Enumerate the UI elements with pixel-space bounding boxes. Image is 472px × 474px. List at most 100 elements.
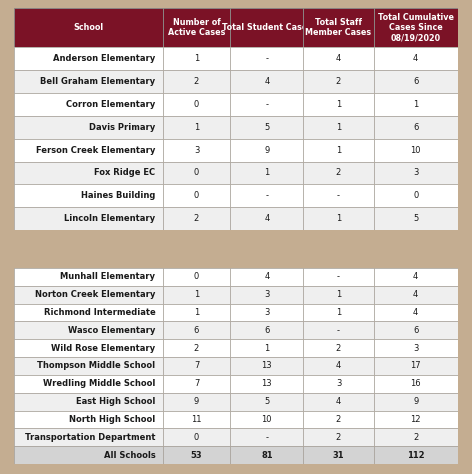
- Text: Anderson Elementary: Anderson Elementary: [53, 55, 155, 64]
- Text: 81: 81: [261, 451, 273, 460]
- Text: 1: 1: [194, 55, 199, 64]
- Text: 2: 2: [336, 344, 341, 353]
- Text: 2: 2: [336, 77, 341, 86]
- Text: Ferson Creek Elementary: Ferson Creek Elementary: [36, 146, 155, 155]
- Text: Thompson Middle School: Thompson Middle School: [37, 362, 155, 371]
- Text: 7: 7: [194, 379, 199, 388]
- Text: 1: 1: [336, 308, 341, 317]
- Text: -: -: [337, 273, 340, 282]
- Text: -: -: [265, 100, 269, 109]
- Text: 12: 12: [411, 415, 421, 424]
- Text: 1: 1: [264, 344, 270, 353]
- Text: 2: 2: [194, 344, 199, 353]
- Text: 4: 4: [413, 55, 418, 64]
- Text: 1: 1: [413, 100, 418, 109]
- Text: -: -: [337, 326, 340, 335]
- Text: Davis Primary: Davis Primary: [89, 123, 155, 132]
- Text: 17: 17: [410, 362, 421, 371]
- Text: Wredling Middle School: Wredling Middle School: [43, 379, 155, 388]
- Text: 2: 2: [413, 433, 418, 442]
- Text: 31: 31: [333, 451, 344, 460]
- Text: Munhall Elementary: Munhall Elementary: [60, 273, 155, 282]
- Text: 4: 4: [336, 362, 341, 371]
- Text: Lincoln Elementary: Lincoln Elementary: [64, 214, 155, 223]
- Text: -: -: [337, 191, 340, 201]
- Text: 9: 9: [264, 146, 270, 155]
- Text: 10: 10: [411, 146, 421, 155]
- Text: 2: 2: [194, 214, 199, 223]
- Text: 0: 0: [194, 273, 199, 282]
- Text: Total Cumulative
Cases Since
08/19/2020: Total Cumulative Cases Since 08/19/2020: [378, 13, 454, 43]
- Text: Wild Rose Elementary: Wild Rose Elementary: [51, 344, 155, 353]
- Text: 3: 3: [264, 308, 270, 317]
- Text: 5: 5: [264, 123, 270, 132]
- Text: 2: 2: [336, 433, 341, 442]
- Text: 112: 112: [407, 451, 424, 460]
- Text: Wasco Elementary: Wasco Elementary: [68, 326, 155, 335]
- Text: East High School: East High School: [76, 397, 155, 406]
- Text: Number of
Active Cases: Number of Active Cases: [168, 18, 225, 37]
- Text: 7: 7: [194, 362, 199, 371]
- Text: 5: 5: [413, 214, 418, 223]
- Text: 4: 4: [336, 55, 341, 64]
- Text: 3: 3: [264, 290, 270, 299]
- Text: 1: 1: [194, 290, 199, 299]
- Text: Total Student Cases: Total Student Cases: [222, 23, 312, 32]
- Text: 3: 3: [413, 344, 418, 353]
- Text: Fox Ridge EC: Fox Ridge EC: [94, 168, 155, 177]
- Text: 0: 0: [194, 100, 199, 109]
- Text: 3: 3: [336, 379, 341, 388]
- Text: 4: 4: [413, 308, 418, 317]
- Text: 10: 10: [261, 415, 272, 424]
- Text: 13: 13: [261, 379, 272, 388]
- Text: 6: 6: [413, 326, 418, 335]
- Text: Bell Graham Elementary: Bell Graham Elementary: [40, 77, 155, 86]
- Text: Richmond Intermediate: Richmond Intermediate: [43, 308, 155, 317]
- Text: 13: 13: [261, 362, 272, 371]
- Text: 6: 6: [194, 326, 199, 335]
- Text: North High School: North High School: [69, 415, 155, 424]
- Text: 0: 0: [194, 433, 199, 442]
- Text: 4: 4: [264, 273, 270, 282]
- Text: 2: 2: [336, 415, 341, 424]
- Text: 1: 1: [194, 308, 199, 317]
- Text: 1: 1: [264, 168, 270, 177]
- Text: 4: 4: [264, 214, 270, 223]
- Text: 1: 1: [194, 123, 199, 132]
- Text: -: -: [265, 191, 269, 201]
- Text: 6: 6: [413, 77, 418, 86]
- Text: 3: 3: [413, 168, 418, 177]
- Text: 0: 0: [194, 191, 199, 201]
- Text: 1: 1: [336, 123, 341, 132]
- Text: 6: 6: [264, 326, 270, 335]
- Text: 16: 16: [410, 379, 421, 388]
- Text: 4: 4: [413, 273, 418, 282]
- Text: 11: 11: [191, 415, 202, 424]
- Text: 6: 6: [413, 123, 418, 132]
- Text: 5: 5: [264, 397, 270, 406]
- Text: 2: 2: [336, 168, 341, 177]
- Text: Norton Creek Elementary: Norton Creek Elementary: [35, 290, 155, 299]
- Text: All Schools: All Schools: [104, 451, 155, 460]
- Text: 4: 4: [264, 77, 270, 86]
- Text: School: School: [74, 23, 103, 32]
- Text: 0: 0: [413, 191, 418, 201]
- Text: 4: 4: [413, 290, 418, 299]
- Text: 3: 3: [194, 146, 199, 155]
- Text: Haines Building: Haines Building: [81, 191, 155, 201]
- Text: Transportation Department: Transportation Department: [25, 433, 155, 442]
- Text: 2: 2: [194, 77, 199, 86]
- Text: -: -: [265, 433, 269, 442]
- Text: 1: 1: [336, 146, 341, 155]
- Text: 53: 53: [191, 451, 202, 460]
- Text: 1: 1: [336, 214, 341, 223]
- Text: 1: 1: [336, 100, 341, 109]
- Text: 9: 9: [413, 397, 418, 406]
- Text: Corron Elementary: Corron Elementary: [66, 100, 155, 109]
- Text: Total Staff
Member Cases: Total Staff Member Cases: [305, 18, 371, 37]
- Text: 9: 9: [194, 397, 199, 406]
- Text: 0: 0: [194, 168, 199, 177]
- Text: 1: 1: [336, 290, 341, 299]
- Text: -: -: [265, 55, 269, 64]
- Text: 4: 4: [336, 397, 341, 406]
